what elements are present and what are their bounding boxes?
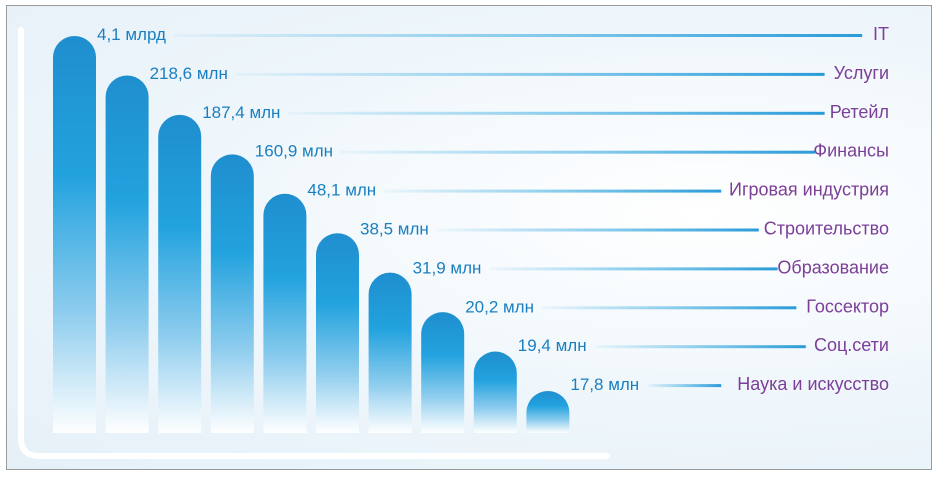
category-label: Строительство bbox=[764, 219, 889, 239]
bar bbox=[316, 233, 359, 433]
bar bbox=[158, 114, 202, 433]
value-label: 17,8 млн bbox=[570, 375, 639, 394]
chart-frame: 4,1 млрд IT 218,6 млн Услуги 187,4 млн Ретейл… bbox=[6, 5, 932, 470]
category-label: Ретейл bbox=[830, 102, 889, 122]
bar bbox=[263, 193, 307, 433]
category-label: Образование bbox=[777, 257, 889, 277]
bar bbox=[368, 272, 412, 433]
axis-line bbox=[18, 27, 610, 459]
leader-line bbox=[436, 228, 759, 232]
bar bbox=[53, 36, 96, 433]
value-label: 20,2 млн bbox=[465, 297, 534, 316]
category-label: Соц.сети bbox=[814, 335, 889, 355]
category-label: Игровая индустрия bbox=[729, 180, 889, 200]
bars-group bbox=[53, 36, 570, 434]
value-label: 48,1 млн bbox=[307, 181, 376, 200]
leader-line bbox=[235, 72, 825, 76]
labels-group: 4,1 млрд IT 218,6 млн Услуги 187,4 млн Ретейл… bbox=[97, 24, 889, 394]
leader-line bbox=[340, 150, 816, 154]
bar bbox=[210, 154, 254, 434]
value-label: 4,1 млрд bbox=[97, 25, 166, 44]
leader-line bbox=[384, 189, 722, 193]
leader-line bbox=[287, 111, 825, 115]
bar bbox=[421, 312, 465, 433]
leader-line bbox=[647, 384, 722, 388]
leader-line bbox=[542, 306, 797, 310]
value-label: 19,4 млн bbox=[518, 336, 587, 355]
category-label: IT bbox=[873, 24, 889, 44]
category-label: Наука и искусство bbox=[737, 374, 889, 394]
value-label: 38,5 млн bbox=[360, 220, 429, 239]
leader-line bbox=[489, 267, 778, 271]
bar bbox=[105, 75, 149, 433]
category-label: Услуги bbox=[834, 63, 889, 83]
leader-line bbox=[173, 34, 863, 37]
bar-chart: 4,1 млрд IT 218,6 млн Услуги 187,4 млн Ретейл… bbox=[18, 24, 889, 459]
value-label: 160,9 млн bbox=[255, 142, 333, 161]
category-label: Финансы bbox=[813, 141, 889, 161]
bar bbox=[473, 351, 517, 433]
value-label: 218,6 млн bbox=[150, 64, 228, 83]
leader-lines-group bbox=[173, 34, 863, 388]
value-label: 31,9 млн bbox=[413, 258, 482, 277]
bar bbox=[526, 391, 570, 433]
leader-line bbox=[594, 345, 806, 349]
category-label: Госсектор bbox=[806, 296, 889, 316]
value-label: 187,4 млн bbox=[202, 103, 280, 122]
